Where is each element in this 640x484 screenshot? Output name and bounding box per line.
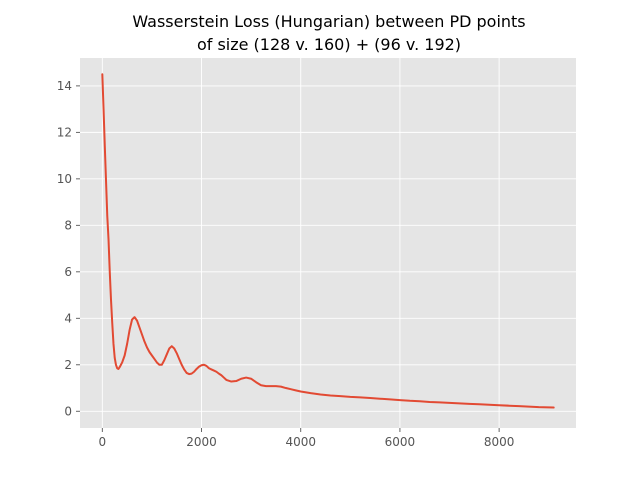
y-tick-label: 2 <box>64 358 72 372</box>
chart-title-line-1: Wasserstein Loss (Hungarian) between PD … <box>132 12 525 31</box>
x-tick-label: 4000 <box>285 435 316 449</box>
loss-series-line <box>101 73 555 409</box>
chart-title-line-2: of size (128 v. 160) + (96 v. 192) <box>197 35 461 54</box>
y-tick-label: 8 <box>64 218 72 232</box>
x-tick-label: 2000 <box>186 435 217 449</box>
x-tick-label: 0 <box>98 435 106 449</box>
x-tick-label: 6000 <box>385 435 416 449</box>
y-tick-label: 4 <box>64 311 72 325</box>
y-tick-label: 0 <box>64 404 72 418</box>
y-tick-label: 12 <box>57 125 72 139</box>
y-tick-label: 10 <box>57 172 72 186</box>
y-tick-label: 14 <box>57 79 72 93</box>
y-axis-ticks: 0 2 4 6 8 10 12 14 <box>57 79 80 418</box>
grid-lines <box>80 58 576 428</box>
series-layer <box>101 73 555 409</box>
y-tick-label: 6 <box>64 265 72 279</box>
x-tick-label: 8000 <box>484 435 515 449</box>
plot-area <box>80 58 576 428</box>
x-axis-ticks: 0 2000 4000 6000 8000 <box>98 428 514 449</box>
